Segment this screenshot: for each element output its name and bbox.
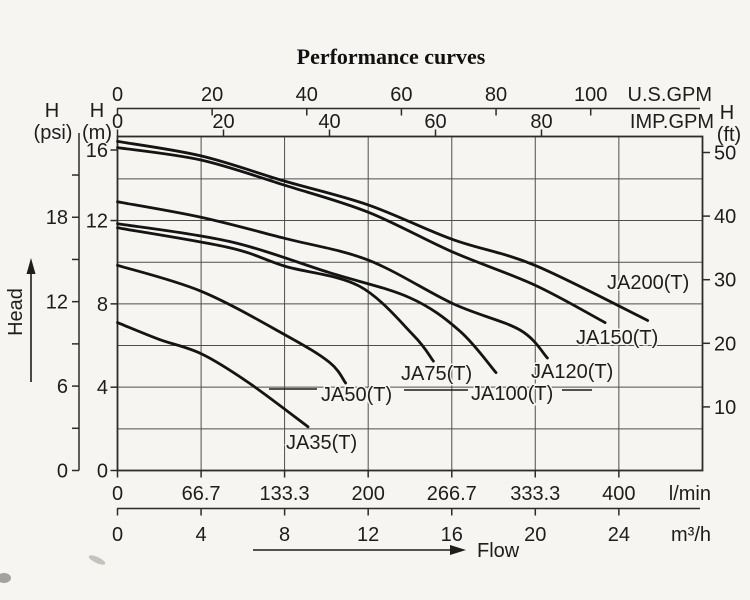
lmin-tick-label: 0 bbox=[112, 483, 123, 505]
scan-artifact bbox=[0, 573, 11, 583]
flow-axis-label: Flow bbox=[477, 540, 520, 562]
psi-tick-label: 12 bbox=[46, 292, 68, 314]
psi-axis-h-label: H bbox=[45, 100, 59, 122]
curve-labels: JA200(T) JA150(T) JA120(T)JA100(T)JA75(T) J… bbox=[269, 271, 691, 456]
curve-label-ja150t: JA150(T) bbox=[576, 327, 658, 349]
curve-label-ja100t: JA100(T) bbox=[471, 383, 553, 405]
m3h-tick-label: 12 bbox=[357, 524, 379, 546]
psi-tick-label: 0 bbox=[57, 461, 68, 483]
psi-tick-label: 18 bbox=[46, 207, 68, 229]
ft-tick-label: 20 bbox=[714, 333, 736, 355]
lmin-tick-label: 333.3 bbox=[510, 483, 560, 505]
ft-axis-unit-label: (ft) bbox=[717, 124, 741, 146]
psi-axis-unit-label: (psi) bbox=[34, 122, 73, 144]
curve-label-ja50t: JA50(T) bbox=[321, 384, 392, 406]
imp-gpm-tick-label: 40 bbox=[318, 111, 340, 133]
imp-gpm-tick-label: 0 bbox=[112, 111, 123, 133]
m3h-tick-label: 4 bbox=[195, 524, 206, 546]
m3h-tick-label: 20 bbox=[524, 524, 546, 546]
pump-curves bbox=[116, 140, 650, 429]
lmin-tick-label: 66.7 bbox=[182, 483, 221, 505]
imp-gpm-tick-label: 20 bbox=[212, 111, 234, 133]
m3h-tick-label: 8 bbox=[279, 524, 290, 546]
imp-gpm-tick-label: 60 bbox=[424, 111, 446, 133]
curve-ja200t bbox=[116, 140, 650, 322]
m-tick-label: 12 bbox=[86, 211, 108, 233]
ft-tick-label: 30 bbox=[714, 270, 736, 292]
ft-tick-label: 50 bbox=[714, 143, 736, 165]
imp-gpm-unit-label: IMP.GPM bbox=[630, 111, 714, 133]
m-tick-label: 0 bbox=[97, 461, 108, 483]
us-gpm-tick-label: 100 bbox=[574, 84, 607, 106]
m-tick-label: 4 bbox=[97, 377, 108, 399]
lmin-tick-label: 266.7 bbox=[427, 483, 477, 505]
curve-label-ja200t: JA200(T) bbox=[607, 272, 689, 294]
curve-ja50t bbox=[116, 263, 347, 385]
m3h-tick-label: 0 bbox=[112, 524, 123, 546]
ft-axis-h-label: H bbox=[720, 102, 734, 124]
lmin-tick-label: 400 bbox=[602, 483, 635, 505]
head-axis-arrow: Head bbox=[5, 258, 36, 382]
curve-ja35t bbox=[116, 321, 310, 429]
m-tick-label: 16 bbox=[86, 140, 108, 162]
lmin-tick-label: 200 bbox=[351, 483, 384, 505]
head-arrow-up-icon bbox=[26, 258, 36, 274]
us-gpm-tick-label: 60 bbox=[390, 84, 412, 106]
scan-artifact bbox=[88, 555, 106, 565]
us-gpm-tick-label: 0 bbox=[112, 84, 123, 106]
imp-gpm-tick-label: 80 bbox=[530, 111, 552, 133]
curve-label-ja120t: JA120(T) bbox=[531, 361, 613, 383]
m3h-tick-label: 16 bbox=[441, 524, 463, 546]
lmin-unit-label: l/min bbox=[669, 483, 711, 505]
m-axis-unit-label: (m) bbox=[82, 122, 112, 144]
curve-ja100t bbox=[116, 222, 498, 374]
flow-arrow-right-icon bbox=[450, 545, 466, 555]
flow-axis-arrow: Flow bbox=[253, 540, 520, 562]
curve-ja120t bbox=[116, 200, 549, 360]
head-axis-label: Head bbox=[5, 288, 27, 336]
m-axis-h-label: H bbox=[90, 100, 104, 122]
m3h-unit-label: m³/h bbox=[671, 524, 711, 546]
m3h-tick-label: 24 bbox=[608, 524, 630, 546]
curve-label-ja75t: JA75(T) bbox=[401, 363, 472, 385]
lmin-tick-label: 133.3 bbox=[260, 483, 310, 505]
us-gpm-unit-label: U.S.GPM bbox=[628, 84, 712, 106]
m-tick-label: 8 bbox=[97, 294, 108, 316]
us-gpm-tick-label: 80 bbox=[485, 84, 507, 106]
us-gpm-tick-label: 20 bbox=[201, 84, 223, 106]
us-gpm-tick-label: 40 bbox=[296, 84, 318, 106]
chart-title: Performance curves bbox=[297, 44, 486, 69]
curve-ja75t bbox=[116, 226, 435, 363]
curve-ja150t bbox=[116, 146, 607, 324]
ft-tick-label: 40 bbox=[714, 206, 736, 228]
curve-label-ja35t: JA35(T) bbox=[286, 432, 357, 454]
psi-tick-label: 6 bbox=[57, 376, 68, 398]
ft-tick-label: 10 bbox=[714, 397, 736, 419]
